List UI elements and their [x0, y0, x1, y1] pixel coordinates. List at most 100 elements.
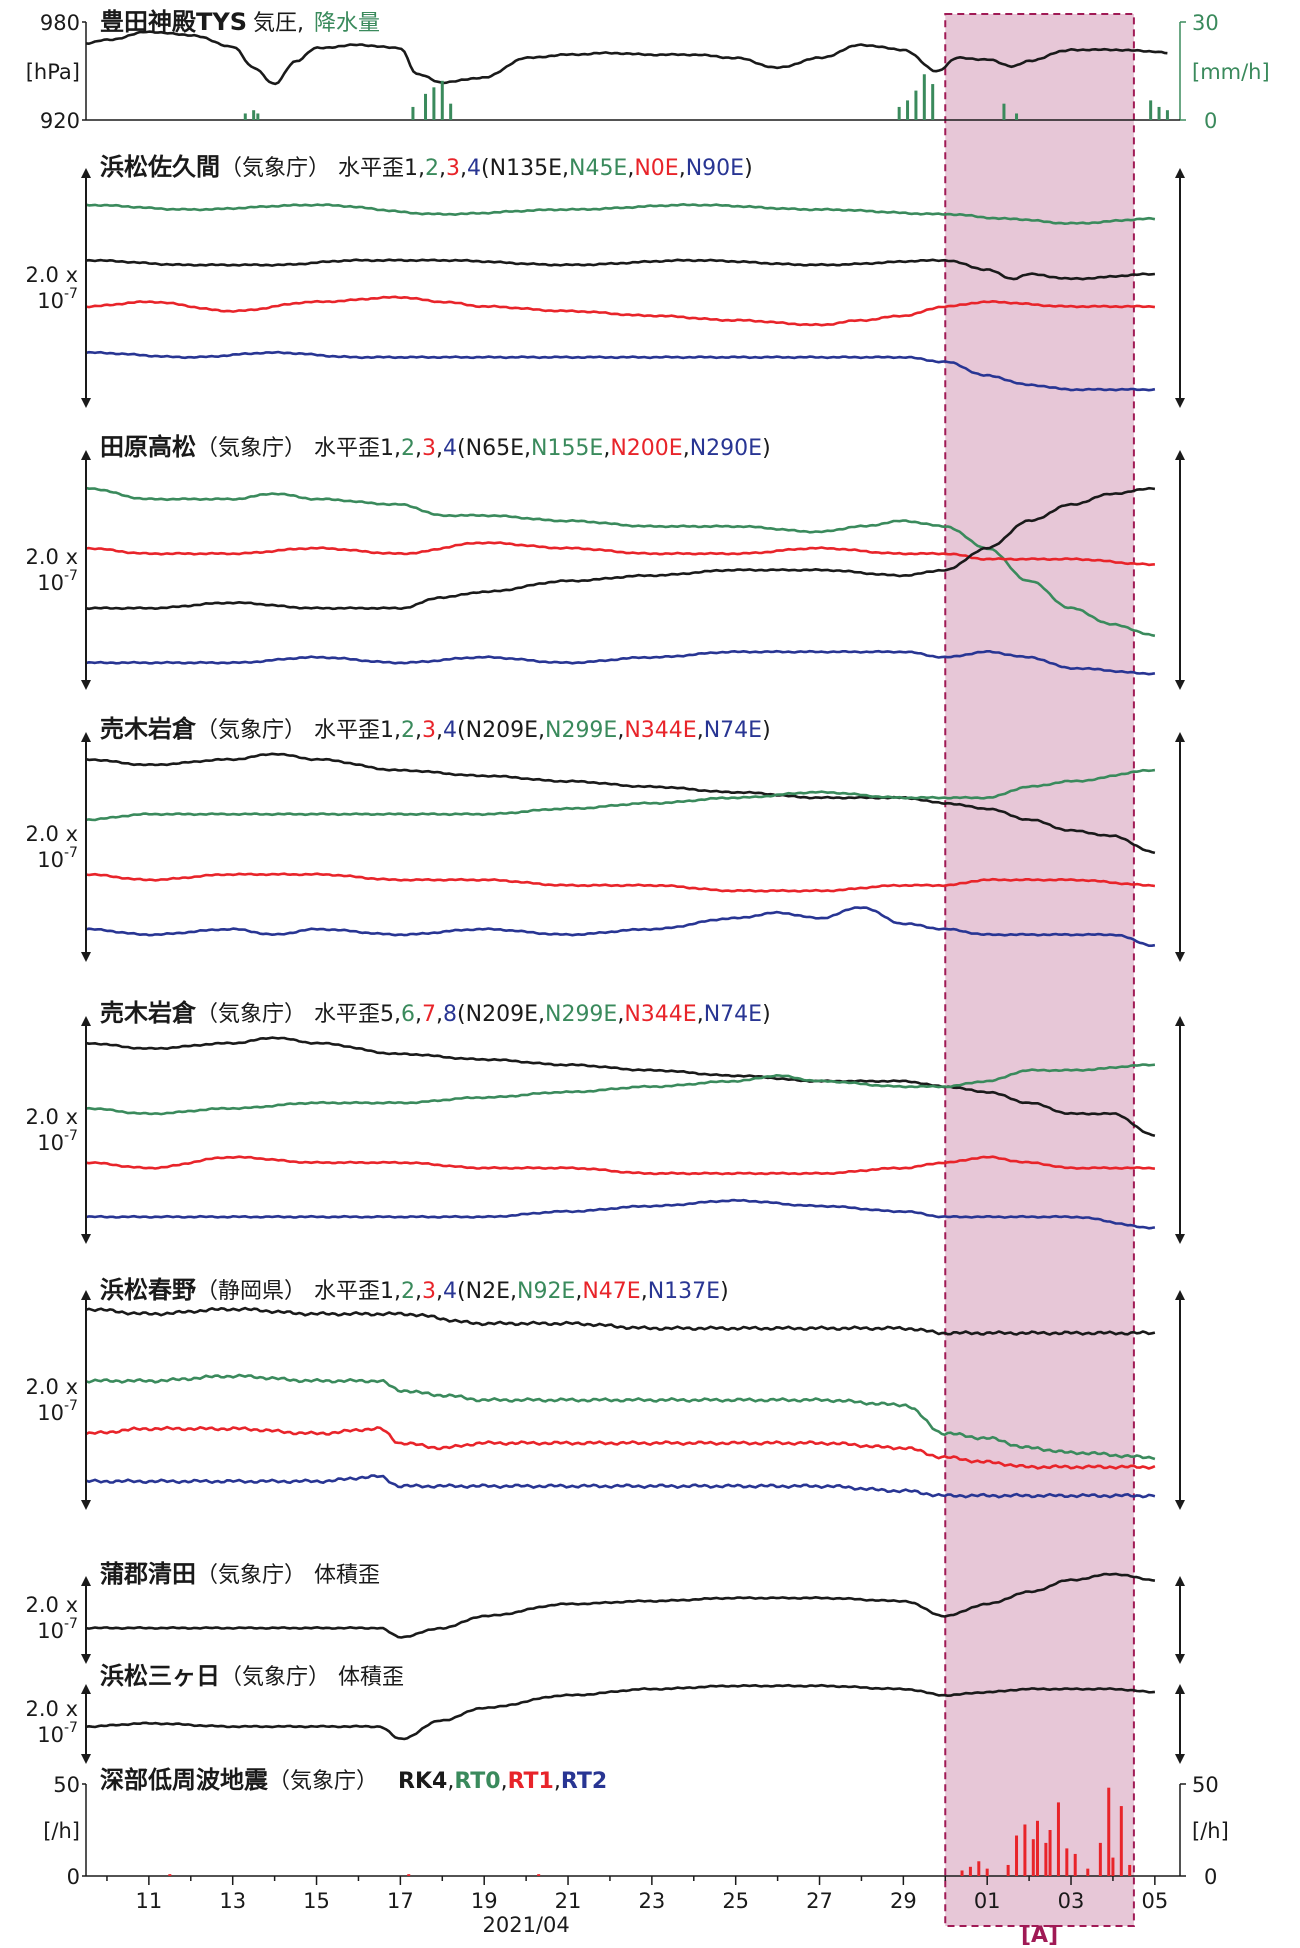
y-tick-left-top-pressure: 980 — [40, 11, 80, 35]
panel-label-part-tahara-5: , — [436, 436, 443, 461]
panel-kind-mikkabi: 体積歪 — [338, 1665, 404, 1690]
y-unit-right-quake: [/h] — [1192, 1819, 1229, 1843]
panel-label-part-tahara-4: 3 — [422, 436, 436, 461]
panel-kind-urugi1: 水平歪 — [314, 718, 380, 743]
sakuma-trace-green — [85, 203, 1156, 225]
panel-label-part-tahara-12: N200E — [610, 436, 682, 461]
panel-label-part-urugi2-6: 8 — [443, 1002, 457, 1027]
panel-title-urugi2: 売木岩倉 — [100, 999, 197, 1027]
pressure-bar-8 — [897, 106, 901, 120]
scale-arrow-left-harunno — [81, 1290, 91, 1510]
panel-kind-urugi2: 水平歪 — [314, 1002, 380, 1027]
panel-label-part-tahara-11: , — [603, 436, 610, 461]
scale-arrow-left-mikkabi — [81, 1684, 91, 1764]
scale-label-exp-urugi1: -7 — [64, 845, 78, 861]
panel-label-part-tahara-8: N65E — [466, 436, 524, 461]
panel-kind-tahara: 水平歪 — [314, 436, 380, 461]
panel-label-part-harunno-14: N137E — [648, 1279, 720, 1304]
panel-label-part-harunno-13: , — [641, 1279, 648, 1304]
quake-bar-2 — [537, 1874, 541, 1876]
panel-label-part-urugi2-4: 7 — [422, 1002, 436, 1027]
panel-label-part-sakuma-3: , — [439, 156, 446, 181]
panel-label-part-harunno-5: , — [436, 1279, 443, 1304]
pressure-bar-10 — [914, 90, 918, 120]
urugi1-trace-blue — [85, 906, 1156, 947]
scale-label-base-mikkabi: 10 — [37, 1723, 64, 1747]
harunno-trace-black — [85, 1306, 1156, 1336]
harunno-trace-green — [85, 1373, 1156, 1461]
x-tick-label-17: 17 — [387, 1889, 414, 1913]
panel-label-part-sakuma-10: N45E — [569, 156, 627, 181]
panel-agency-sakuma: （気象庁） — [220, 156, 330, 181]
scale-arrow-down-head — [1175, 1654, 1185, 1664]
panel-label-part-sakuma-4: 3 — [446, 156, 460, 181]
urugi1-trace-green — [85, 768, 1156, 822]
quake-bar-8 — [1015, 1835, 1019, 1876]
panel-label-part-urugi2-7: ( — [457, 1002, 466, 1027]
x-axis-date-label: 2021/04 — [482, 1913, 569, 1937]
panel-label-part-urugi2-9: , — [538, 1002, 545, 1027]
panel-label-part-urugi1-8: N209E — [466, 718, 538, 743]
panel-label-part-quake-0: RK4 — [398, 1769, 447, 1794]
panel-label-part-urugi2-3: , — [415, 1002, 422, 1027]
scale-arrow-up-head — [1175, 1016, 1185, 1026]
panel-label-part-sakuma-14: N90E — [686, 156, 744, 181]
pressure-bar-9 — [906, 100, 910, 120]
scale-label-exp-harunno: -7 — [64, 1398, 78, 1414]
scale-arrow-right-mikkabi — [1175, 1684, 1185, 1764]
panel-label-part-urugi1-15: ) — [762, 718, 771, 743]
pressure-bar-4 — [424, 93, 428, 120]
panel-label-part-urugi1-2: 2 — [401, 718, 415, 743]
panel-label-part-sakuma-6: 4 — [467, 156, 481, 181]
scale-label-harunno: 2.0 x — [26, 1375, 79, 1399]
panel-label-part-harunno-4: 3 — [422, 1279, 436, 1304]
pressure-bar-2 — [256, 113, 260, 120]
quake-bar-19 — [1107, 1787, 1111, 1876]
scale-label-base-tahara: 10 — [37, 571, 64, 595]
panel-label-part-quake-3: , — [501, 1769, 508, 1794]
quake-bar-17 — [1086, 1868, 1090, 1876]
panel-label-part-urugi1-3: , — [415, 718, 422, 743]
pressure-bar-15 — [1149, 100, 1153, 120]
gamagori-trace-black — [85, 1572, 1156, 1639]
panel-label-part-harunno-11: , — [575, 1279, 582, 1304]
scale-label-exp-gamagori: -7 — [64, 1616, 78, 1632]
panel-label-part-urugi2-1: , — [394, 1002, 401, 1027]
scale-arrow-down-head — [81, 1754, 91, 1764]
x-tick-label-23: 23 — [638, 1889, 665, 1913]
pressure-bar-5 — [432, 87, 436, 120]
panel-label-part-tahara-15: ) — [762, 436, 771, 461]
y-tick-right-bottom-pressure: 0 — [1204, 109, 1217, 133]
panel-agency-gamagori: （気象庁） — [196, 1563, 306, 1588]
panel-label-part-urugi1-10: N299E — [545, 718, 617, 743]
x-tick-label-05: 05 — [1141, 1889, 1168, 1913]
scale-arrow-up-head — [81, 732, 91, 742]
panel-label-part-urugi1-14: N74E — [704, 718, 762, 743]
panel-label-part-urugi1-11: , — [617, 718, 624, 743]
urugi1-trace-black — [85, 752, 1156, 855]
panel-title-sakuma: 浜松佐久間 — [100, 153, 220, 181]
quake-bar-16 — [1073, 1853, 1077, 1876]
tahara-trace-green — [85, 486, 1156, 638]
scale-arrow-up-head — [1175, 450, 1185, 460]
quake-bar-1 — [407, 1874, 411, 1876]
x-tick-label-15: 15 — [303, 1889, 330, 1913]
scale-arrow-down-head — [81, 1654, 91, 1664]
panel-label-part-urugi2-12: N344E — [624, 1002, 696, 1027]
scale-arrow-down-head — [1175, 1500, 1185, 1510]
harunno-trace-red — [85, 1425, 1156, 1470]
panel-label-part-urugi2-2: 6 — [401, 1002, 415, 1027]
panel-title-mikkabi: 浜松三ヶ日 — [100, 1662, 220, 1690]
scale-arrow-down-head — [1175, 398, 1185, 408]
sakuma-trace-red — [85, 295, 1156, 327]
scale-label-base-gamagori: 10 — [37, 1619, 64, 1643]
panel-label-part-sakuma-12: N0E — [634, 156, 678, 181]
pressure-bar-6 — [440, 80, 444, 120]
panel-label-part-quake-4: RT1 — [508, 1769, 554, 1794]
panel-label-part-tahara-3: , — [415, 436, 422, 461]
panel-label-part-urugi1-0: 1 — [380, 718, 394, 743]
panel-label-part-tahara-14: N290E — [690, 436, 762, 461]
pressure-bar-12 — [931, 84, 935, 120]
scale-label-base-urugi2: 10 — [37, 1131, 64, 1155]
quake-bar-6 — [985, 1868, 989, 1876]
